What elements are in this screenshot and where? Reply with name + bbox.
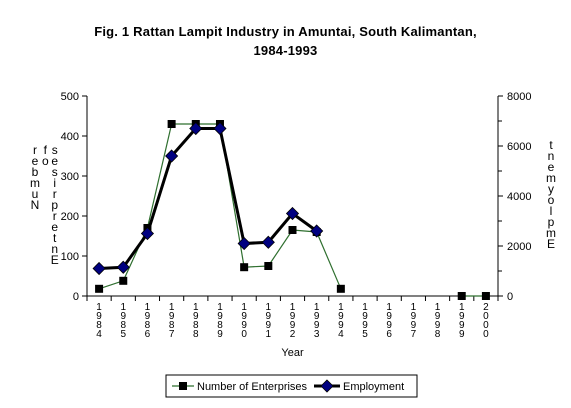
marker-enterprises [95,284,104,293]
legend-marker-employment [320,379,334,393]
marker-employment [213,121,227,136]
marker-enterprises [481,292,490,300]
marker-enterprises [119,276,128,285]
marker-enterprises [264,262,273,270]
y-left-tick-label: 0 [73,291,79,303]
y-left-tick-label: 300 [61,171,79,183]
marker-enterprises [336,284,345,293]
y-right-tick-label: 0 [507,291,513,303]
marker-employment [285,206,300,221]
y-left-tick-label: 200 [61,211,79,223]
y-left-tick-label: 500 [61,91,79,103]
marker-enterprises [167,120,176,128]
y-left-tick-label: 400 [61,131,79,143]
marker-employment [116,260,130,274]
legend-label-employment: Employment [343,381,404,393]
legend-label-enterprises: Number of Enterprises [197,381,308,393]
marker-enterprises [457,292,466,300]
marker-employment [310,224,324,238]
y-right-tick-label: 8000 [507,91,531,103]
y-right-tick-label: 2000 [507,241,531,253]
x-axis-label: Year [281,347,304,359]
y-right-tick-label: 4000 [507,191,531,203]
series-line-employment [99,127,318,270]
legend-marker-enterprises [179,382,187,390]
marker-enterprises [240,263,249,272]
marker-employment [261,235,275,249]
marker-enterprises [288,226,297,234]
series-line-enterprises [98,123,342,290]
marker-employment [237,236,251,251]
chart-title-line2: 1984-1993 [253,43,318,58]
y-right-tick-label: 6000 [507,141,531,153]
marker-employment [165,149,179,163]
marker-employment [92,261,106,276]
legend-box [165,374,418,398]
marker-employment [140,226,155,241]
marker-employment [189,121,203,136]
y-left-tick-label: 100 [61,251,79,263]
chart-title-line1: Fig. 1 Rattan Lampit Industry in Amuntai… [94,24,477,39]
